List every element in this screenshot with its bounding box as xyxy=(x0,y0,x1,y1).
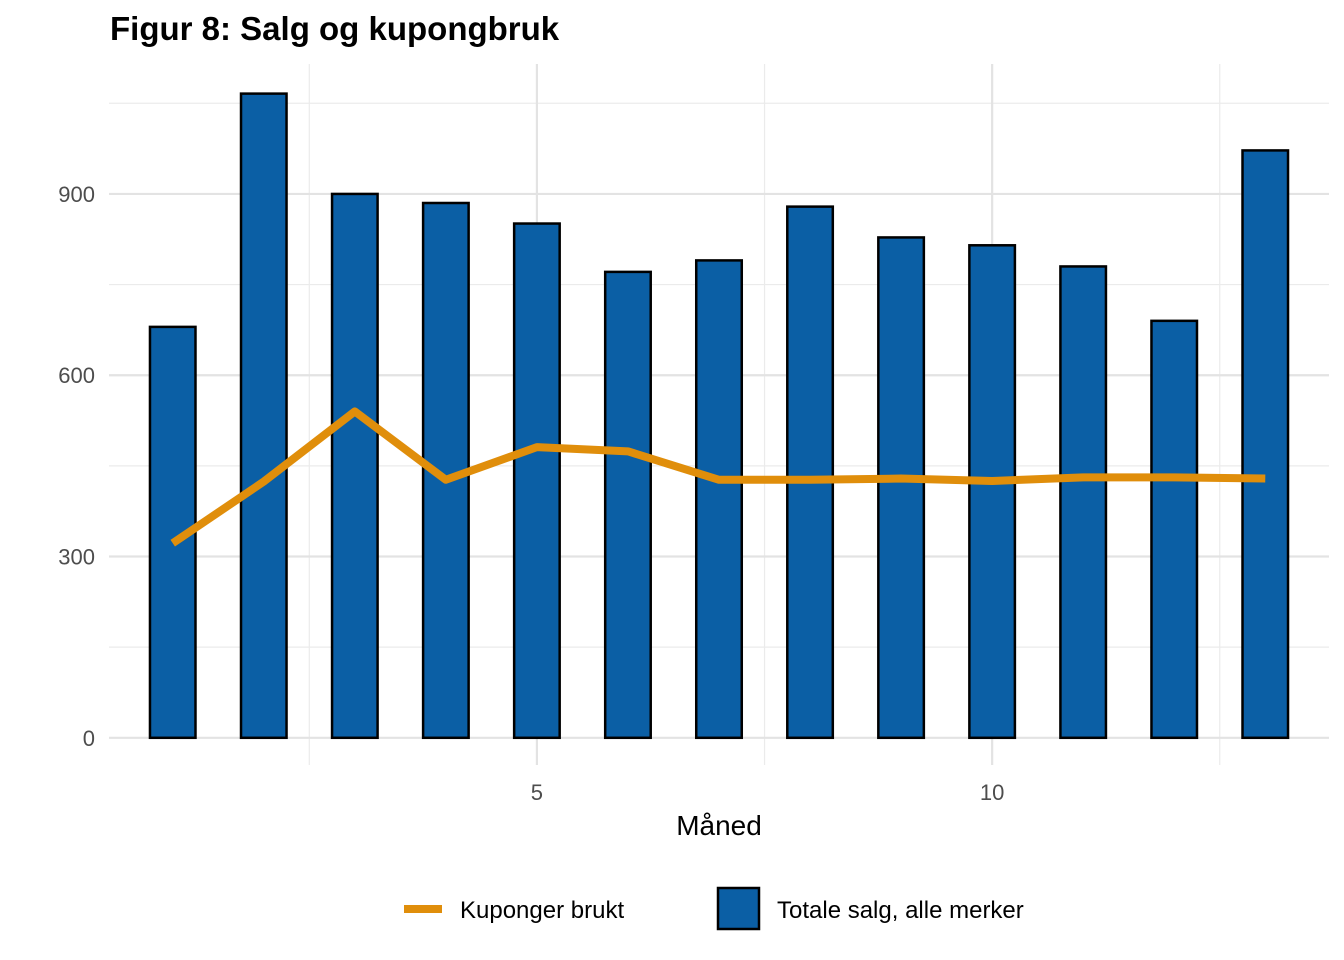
bar-11 xyxy=(1059,265,1108,740)
line-series xyxy=(170,407,1266,547)
legend: Kuponger brukt Totale salg, alle merker xyxy=(404,886,1024,931)
bar-6 xyxy=(603,270,652,740)
legend-label-totale-salg: Totale salg, alle merker xyxy=(777,897,1024,924)
chart-title: Figur 8: Salg og kupongbruk xyxy=(110,10,560,47)
legend-label-kuponger-brukt: Kuponger brukt xyxy=(460,897,624,924)
bar-10 xyxy=(968,244,1017,740)
axis-labels: 0 300 600 900 5 10 xyxy=(58,182,1004,805)
bar-series xyxy=(148,92,1290,740)
bar-8 xyxy=(786,205,835,740)
y-tick-label: 600 xyxy=(58,363,95,388)
bar-7 xyxy=(694,259,744,740)
legend-key-totale-salg xyxy=(716,886,761,931)
x-tick-label: 5 xyxy=(531,780,543,805)
bar-12 xyxy=(1150,319,1199,740)
y-tick-label: 300 xyxy=(58,545,95,570)
bar-5 xyxy=(512,222,561,740)
bar-3 xyxy=(330,192,379,740)
bar-13 xyxy=(1241,149,1290,740)
y-tick-label: 900 xyxy=(58,182,95,207)
y-tick-label: 0 xyxy=(83,726,95,751)
x-axis-title: Måned xyxy=(676,810,762,841)
line-kuponger-brukt xyxy=(170,407,1266,547)
x-tick-label: 10 xyxy=(980,780,1004,805)
bar-2 xyxy=(239,92,288,740)
bar-9 xyxy=(877,236,926,740)
